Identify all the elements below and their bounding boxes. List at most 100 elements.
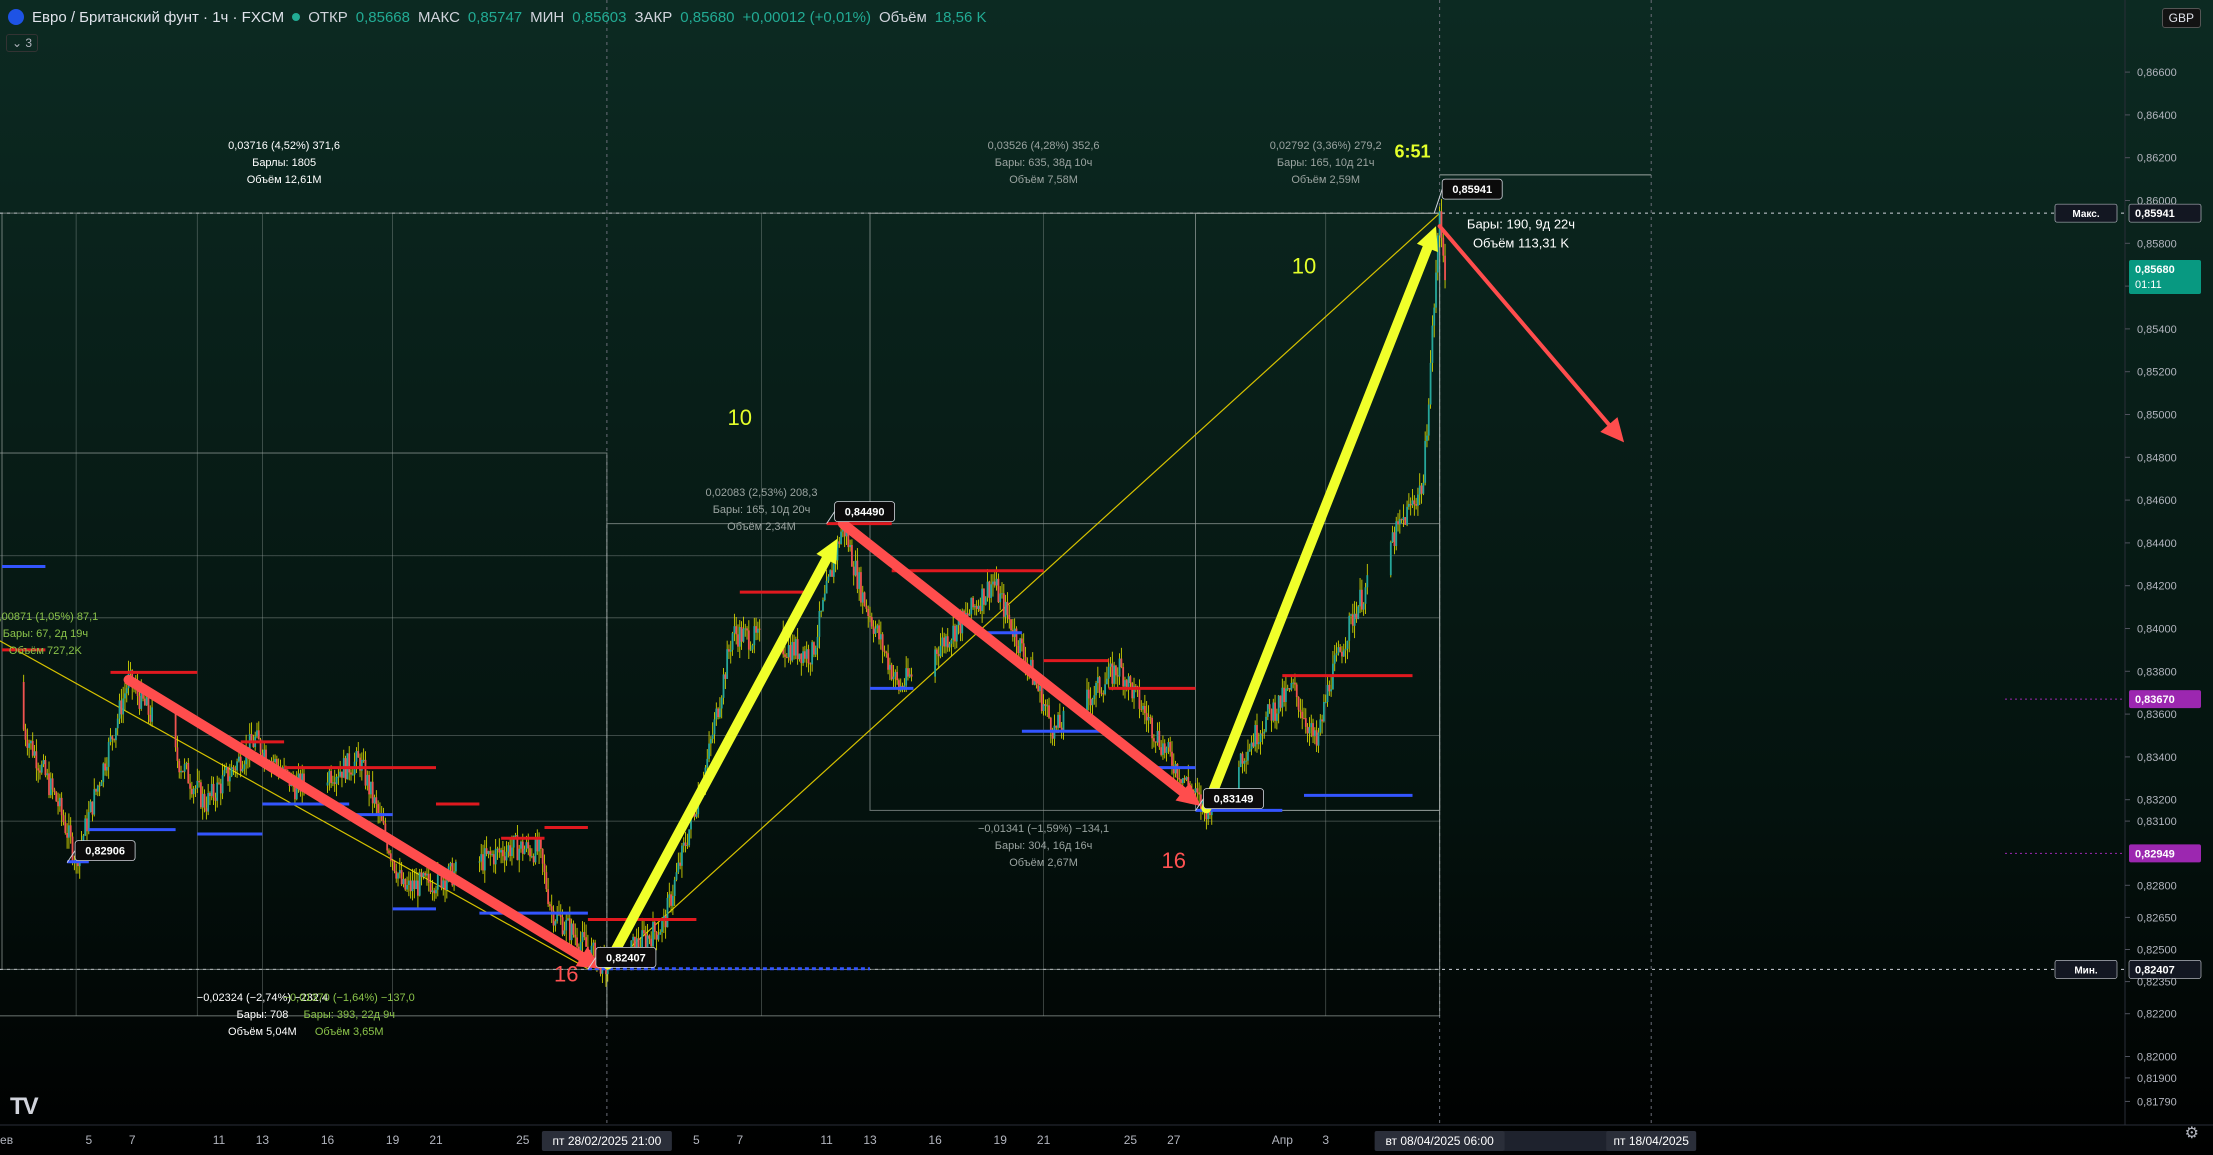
settings-gear-icon[interactable]: ⚙ [2184,1125,2199,1142]
range-highlight-band [1503,1131,1612,1151]
candle-body [147,697,150,715]
candle-body [568,918,571,941]
candle-body [1051,732,1054,739]
measure-stat-text: Объём 113,31 K [1473,235,1569,250]
candle-body [413,880,416,890]
candle-body [512,835,515,848]
currency-button[interactable]: GBP [2161,8,2201,28]
candle-body [890,664,893,680]
candle-body [228,776,231,782]
candle-body [1333,655,1336,664]
candle-body [907,668,909,677]
candle-body [1098,677,1101,693]
candle-body [272,761,275,763]
y-tick-label: 0,82650 [2137,912,2177,924]
candle-body [196,780,199,789]
candle-body [1346,640,1349,649]
candle-body [818,610,821,637]
candle-body [407,880,410,885]
measure-stat-text: Объём 727,2K [9,645,83,657]
candle-body [69,825,72,837]
candle-body [550,906,553,911]
candle-body [1133,685,1135,699]
candle-body [968,614,971,616]
yellow-wave-arrow[interactable] [602,549,834,970]
candle-body [554,921,557,926]
candle-body [1407,503,1410,507]
symbol-title[interactable]: Евро / Британский фунт · 1ч · FXCM [32,8,285,26]
candle-body [509,845,512,857]
close-value: 0,85680 [680,8,735,26]
yellow-wave-arrow[interactable] [1201,238,1435,814]
crosshair-date-badge-box [541,1131,672,1151]
candle-body [1002,593,1005,617]
tradingview-logo[interactable]: TV [10,1093,39,1120]
candle-body [375,797,378,805]
indicators-toggle[interactable]: ⌄ 3 [6,34,39,52]
candle-body [1095,683,1097,696]
measure-stat-text: Объём 2,59M [1291,174,1360,186]
candle-body [95,789,97,792]
candle-body [955,625,958,642]
price-label-text: 0,85941 [2135,208,2175,220]
red-wave-arrow[interactable] [123,674,591,965]
x-axis: Фев57111316192125275711131619212527Апр31… [0,1124,2213,1151]
measure-stat-text: Объём 7,58M [1009,174,1078,186]
candle-body [1167,742,1170,748]
candle-body [939,645,942,657]
candle-body [653,921,656,932]
candle-body [1087,689,1090,699]
measure-stat-text: −0,01341 (−1,59%) −134,1 [978,823,1109,835]
candle-body [1048,705,1050,718]
candle-body [53,789,56,793]
candle-body [107,741,110,767]
candle-body [503,856,506,861]
candle-body [496,848,499,850]
high-label: МАКС [418,8,460,26]
candle-body [840,531,842,544]
candle-body [382,820,385,824]
candle-body [552,910,555,926]
candle-body [677,862,680,873]
candle-body [489,851,492,855]
red-wave-arrow[interactable] [1437,224,1615,431]
candle-body [523,849,526,854]
candle-body [388,850,390,854]
candle-body [216,782,219,801]
candle-body [1436,235,1439,273]
price-callout-leader [1433,188,1443,214]
candle-body [239,756,242,772]
x-tick-label: 13 [863,1133,877,1147]
measure-stat-text: 0,02792 (3,36%) 279,2 [1270,140,1382,152]
candle-body [1397,521,1399,525]
labels-layer: 0,82906 0,82407 0,84490 0,83149 0,85941 16 10 1… [0,140,1575,1038]
low-label: МИН [530,8,565,26]
candle-body [847,532,850,548]
candle-body [494,848,497,865]
candle-body [234,768,237,771]
price-prefix-box [2054,203,2118,223]
candle-body [1310,723,1313,728]
candle-body [717,708,719,718]
candle-body [377,804,380,814]
candle-body [183,764,186,772]
candle-body [1107,666,1110,679]
candle-body [1444,255,1446,281]
candle-body [1268,704,1271,709]
x-tick-label: 11 [213,1133,226,1147]
candle-body [755,626,757,633]
candle-body [57,801,59,807]
candle-body [1420,485,1423,494]
candle-body [1322,702,1325,722]
candle-body [109,736,112,742]
symbol-header: Евро / Британский фунт · 1ч · FXCM ОТКР 0… [0,0,986,34]
candle-body [1426,435,1428,441]
candle-body [747,630,750,650]
candle-body [176,747,179,761]
red-wave-arrow[interactable] [837,518,1192,800]
candle-body [1143,705,1146,714]
candle-body [96,785,99,792]
candle-body [1424,440,1427,483]
candle-body [516,835,519,861]
